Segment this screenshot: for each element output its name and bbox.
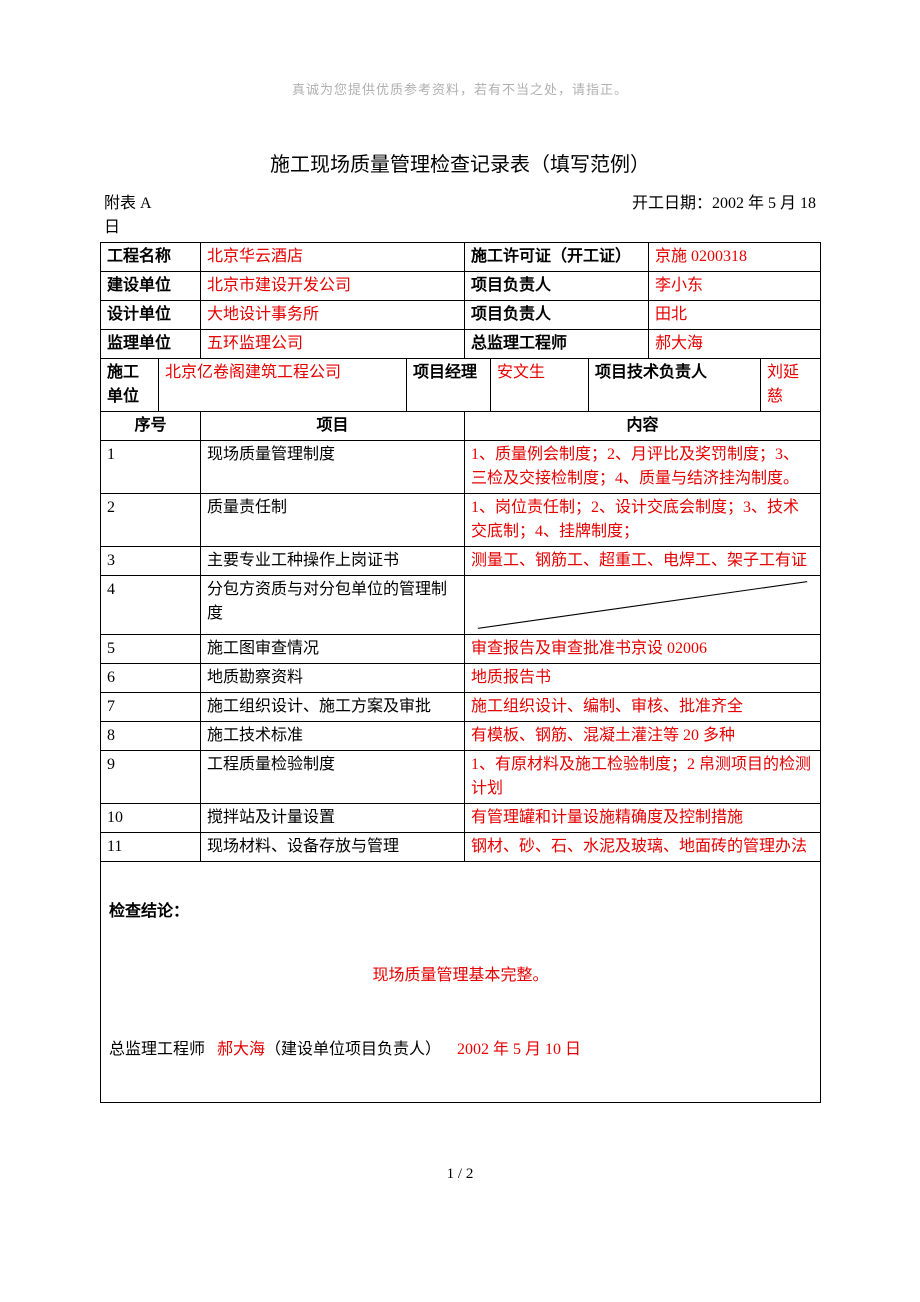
col-header-row: 序号 项目 内容 xyxy=(101,411,821,440)
sign-date: 2002 年 5 月 10 日 xyxy=(457,1041,581,1058)
value-build-unit: 北京市建设开发公司 xyxy=(201,271,465,300)
cell-item: 现场质量管理制度 xyxy=(201,440,465,493)
label-project-name: 工程名称 xyxy=(101,242,201,271)
cell-seq: 2 xyxy=(101,493,201,546)
main-table: 工程名称 北京华云酒店 施工许可证（开工证） 京施 0200318 建设单位 北… xyxy=(100,242,821,1103)
cell-content: 有模板、钢筋、混凝土灌注等 20 多种 xyxy=(465,721,821,750)
diagonal-line-icon xyxy=(471,578,814,632)
value-build-pm: 李小东 xyxy=(649,271,821,300)
table-row: 1 现场质量管理制度 1、质量例会制度；2、月评比及奖罚制度；3、三检及交接检制… xyxy=(101,440,821,493)
label-constr-unit: 施工单位 xyxy=(101,358,159,411)
table-row: 3 主要专业工种操作上岗证书 测量工、钢筋工、超重工、电焊工、架子工有证 xyxy=(101,546,821,575)
value-design-unit: 大地设计事务所 xyxy=(201,300,465,329)
table-row: 2 质量责任制 1、岗位责任制；2、设计交底会制度；3、技术交底制；4、挂牌制度… xyxy=(101,493,821,546)
col-seq: 序号 xyxy=(101,411,201,440)
cell-content: 有管理罐和计量设施精确度及控制措施 xyxy=(465,803,821,832)
label-design-unit: 设计单位 xyxy=(101,300,201,329)
page-title: 施工现场质量管理检查记录表（填写范例） xyxy=(100,150,820,180)
cell-item: 施工技术标准 xyxy=(201,721,465,750)
cell-item: 现场材料、设备存放与管理 xyxy=(201,832,465,861)
label-tech-lead: 项目技术负责人 xyxy=(589,358,761,411)
label-build-pm: 项目负责人 xyxy=(465,271,649,300)
info-row-construct: 施工单位 北京亿卷阁建筑工程公司 项目经理 安文生 项目技术负责人 刘延慈 xyxy=(101,358,821,411)
table-row: 5 施工图审查情况 审查报告及审查批准书京设 02006 xyxy=(101,634,821,663)
sign-name: 郝大海 xyxy=(217,1041,265,1058)
cell-item: 质量责任制 xyxy=(201,493,465,546)
cell-seq: 11 xyxy=(101,832,201,861)
label-pm: 项目经理 xyxy=(407,358,491,411)
cell-item: 施工图审查情况 xyxy=(201,634,465,663)
col-content: 内容 xyxy=(465,411,821,440)
cell-content: 测量工、钢筋工、超重工、电焊工、架子工有证 xyxy=(465,546,821,575)
cell-item: 搅拌站及计量设置 xyxy=(201,803,465,832)
col-item: 项目 xyxy=(201,411,465,440)
label-chief-eng: 总监理工程师 xyxy=(465,329,649,358)
cell-content: 1、有原材料及施工检验制度；2 帛测项目的检测计划 xyxy=(465,750,821,803)
cell-item: 分包方资质与对分包单位的管理制度 xyxy=(201,575,465,634)
cell-content: 审查报告及审查批准书京设 02006 xyxy=(465,634,821,663)
conclusion-sign: 总监理工程师 郝大海（建设单位项目负责人） 2002 年 5 月 10 日 xyxy=(109,1038,812,1062)
sign-label: 总监理工程师 xyxy=(109,1041,205,1058)
value-sup-unit: 五环监理公司 xyxy=(201,329,465,358)
value-constr-unit: 北京亿卷阁建筑工程公司 xyxy=(159,358,407,411)
value-tech-lead: 刘延慈 xyxy=(761,358,821,411)
value-chief-eng: 郝大海 xyxy=(649,329,821,358)
cell-seq: 5 xyxy=(101,634,201,663)
table-row: 9 工程质量检验制度 1、有原材料及施工检验制度；2 帛测项目的检测计划 xyxy=(101,750,821,803)
meta-row: 附表 A 开工日期：2002 年 5 月 18 xyxy=(100,192,820,216)
cell-item: 地质勘察资料 xyxy=(201,663,465,692)
meta-extra: 日 xyxy=(100,216,820,240)
value-design-pm: 田北 xyxy=(649,300,821,329)
value-project-name: 北京华云酒店 xyxy=(201,242,465,271)
header-note: 真诚为您提供优质参考资料，若有不当之处，请指正。 xyxy=(100,80,820,100)
cell-content: 地质报告书 xyxy=(465,663,821,692)
page-number: 1 / 2 xyxy=(100,1163,820,1186)
label-sup-unit: 监理单位 xyxy=(101,329,201,358)
cell-content: 1、岗位责任制；2、设计交底会制度；3、技术交底制；4、挂牌制度； xyxy=(465,493,821,546)
table-row: 6 地质勘察资料 地质报告书 xyxy=(101,663,821,692)
label-design-pm: 项目负责人 xyxy=(465,300,649,329)
cell-seq: 1 xyxy=(101,440,201,493)
table-row: 10 搅拌站及计量设置 有管理罐和计量设施精确度及控制措施 xyxy=(101,803,821,832)
info-row-supervise: 监理单位 五环监理公司 总监理工程师 郝大海 xyxy=(101,329,821,358)
cell-item: 施工组织设计、施工方案及审批 xyxy=(201,692,465,721)
table-row: 7 施工组织设计、施工方案及审批 施工组织设计、编制、审核、批准齐全 xyxy=(101,692,821,721)
info-row-project: 工程名称 北京华云酒店 施工许可证（开工证） 京施 0200318 xyxy=(101,242,821,271)
info-row-design: 设计单位 大地设计事务所 项目负责人 田北 xyxy=(101,300,821,329)
cell-seq: 7 xyxy=(101,692,201,721)
conclusion-body: 现场质量管理基本完整。 xyxy=(109,964,812,988)
value-permit: 京施 0200318 xyxy=(649,242,821,271)
cell-seq: 8 xyxy=(101,721,201,750)
cell-item: 主要专业工种操作上岗证书 xyxy=(201,546,465,575)
table-row: 4 分包方资质与对分包单位的管理制度 xyxy=(101,575,821,634)
cell-seq: 4 xyxy=(101,575,201,634)
cell-seq: 9 xyxy=(101,750,201,803)
table-row: 11 现场材料、设备存放与管理 钢材、砂、石、水泥及玻璃、地面砖的管理办法 xyxy=(101,832,821,861)
appendix-label: 附表 A xyxy=(104,192,152,216)
conclusion-title: 检查结论： xyxy=(109,900,812,924)
cell-content-diag xyxy=(465,575,821,634)
conclusion-cell: 检查结论： 现场质量管理基本完整。 总监理工程师 郝大海（建设单位项目负责人） … xyxy=(101,861,821,1102)
sign-suffix: （建设单位项目负责人） xyxy=(265,1041,441,1058)
conclusion-row: 检查结论： 现场质量管理基本完整。 总监理工程师 郝大海（建设单位项目负责人） … xyxy=(101,861,821,1102)
cell-seq: 10 xyxy=(101,803,201,832)
label-build-unit: 建设单位 xyxy=(101,271,201,300)
cell-item: 工程质量检验制度 xyxy=(201,750,465,803)
cell-content: 1、质量例会制度；2、月评比及奖罚制度；3、三检及交接检制度；4、质量与结济挂沟… xyxy=(465,440,821,493)
table-row: 8 施工技术标准 有模板、钢筋、混凝土灌注等 20 多种 xyxy=(101,721,821,750)
start-date-label: 开工日期：2002 年 5 月 18 xyxy=(632,192,816,216)
value-pm: 安文生 xyxy=(491,358,589,411)
info-row-build: 建设单位 北京市建设开发公司 项目负责人 李小东 xyxy=(101,271,821,300)
cell-content: 施工组织设计、编制、审核、批准齐全 xyxy=(465,692,821,721)
cell-content: 钢材、砂、石、水泥及玻璃、地面砖的管理办法 xyxy=(465,832,821,861)
diagonal-mark xyxy=(471,578,814,632)
cell-seq: 6 xyxy=(101,663,201,692)
cell-seq: 3 xyxy=(101,546,201,575)
label-permit: 施工许可证（开工证） xyxy=(465,242,649,271)
